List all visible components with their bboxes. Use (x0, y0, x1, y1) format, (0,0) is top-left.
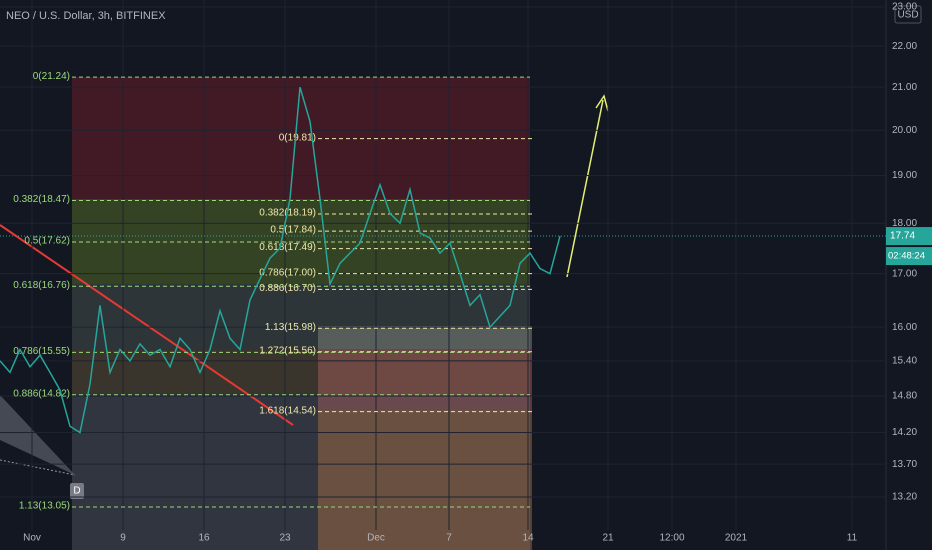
price-tick-label: 13.70 (892, 459, 917, 470)
fib-label: 0.886(16.70) (259, 283, 316, 294)
price-tick-label: 16.00 (892, 322, 917, 333)
date-label: 23 (279, 533, 291, 544)
fib-label: 0.886(14.82) (13, 388, 70, 399)
price-tick-label: 15.40 (892, 356, 917, 367)
date-label: 9 (120, 533, 126, 544)
zone (72, 199, 530, 284)
trendline (0, 224, 294, 426)
fib-label: 0.786(17.00) (259, 267, 316, 278)
fib-zones (72, 77, 532, 550)
fib-label: 0.786(15.55) (13, 346, 70, 357)
price-tick-label: 14.20 (892, 427, 917, 438)
unit-box (894, 5, 922, 24)
date-label: 12:00 (659, 533, 684, 544)
date-label: 16 (198, 533, 210, 544)
price-tick-label: 13.20 (892, 492, 917, 503)
price-tick-label: 21.00 (892, 82, 917, 93)
fib-label: 0.382(18.47) (13, 194, 70, 205)
zone (318, 326, 532, 349)
price-tick-label: 14.80 (892, 391, 917, 402)
zone (72, 284, 530, 350)
countdown-box (886, 247, 932, 266)
zone (72, 350, 530, 393)
zone (72, 77, 530, 199)
fib-label: 0(21.24) (33, 71, 70, 82)
fib-label: 1.618(14.54) (259, 405, 316, 416)
price-tick-label: 23.00 (892, 2, 917, 13)
fib-label: 0.618(16.76) (13, 280, 70, 291)
zone (318, 410, 532, 550)
symbol-title: NEO / U.S. Dollar, 3h, BITFINEX (6, 10, 166, 22)
date-label: 21 (602, 533, 614, 544)
date-label: 7 (446, 533, 452, 544)
marker-label: D (73, 486, 80, 497)
fib-label: 0.5(17.62) (24, 236, 70, 247)
wedge-line (0, 459, 76, 476)
unit-label: USD (897, 10, 918, 21)
price-tick-label: 20.00 (892, 125, 917, 136)
marker-box (70, 483, 84, 499)
date-label: 2021 (725, 533, 748, 544)
fib-label: 0.5(17.84) (270, 225, 316, 236)
last-price-label: 17.74 (890, 231, 915, 242)
price-tick-label: 17.00 (892, 268, 917, 279)
wedge (0, 395, 75, 475)
date-label: Dec (367, 533, 385, 544)
fib-label: 1.13(15.98) (265, 322, 316, 333)
fib-label: 1.272(15.56) (259, 345, 316, 356)
date-label: 14 (522, 533, 534, 544)
date-label: 11 (847, 533, 858, 544)
fib-label: 0.618(17.49) (259, 242, 316, 253)
date-label: Nov (23, 533, 41, 544)
price-line (0, 86, 561, 434)
price-tick-label: 22.00 (892, 41, 917, 52)
fib-label: 0(19.81) (279, 132, 316, 143)
zone (72, 393, 530, 550)
countdown-label: 02:48:24 (888, 251, 925, 262)
price-tick-label: 19.00 (892, 170, 917, 181)
last-price-box (886, 227, 932, 246)
price-tick-label: 18.00 (892, 218, 917, 229)
fib-label: 1.13(13.05) (19, 501, 70, 512)
arrow (566, 99, 604, 278)
zone (318, 349, 532, 410)
arrow-head (595, 94, 609, 112)
